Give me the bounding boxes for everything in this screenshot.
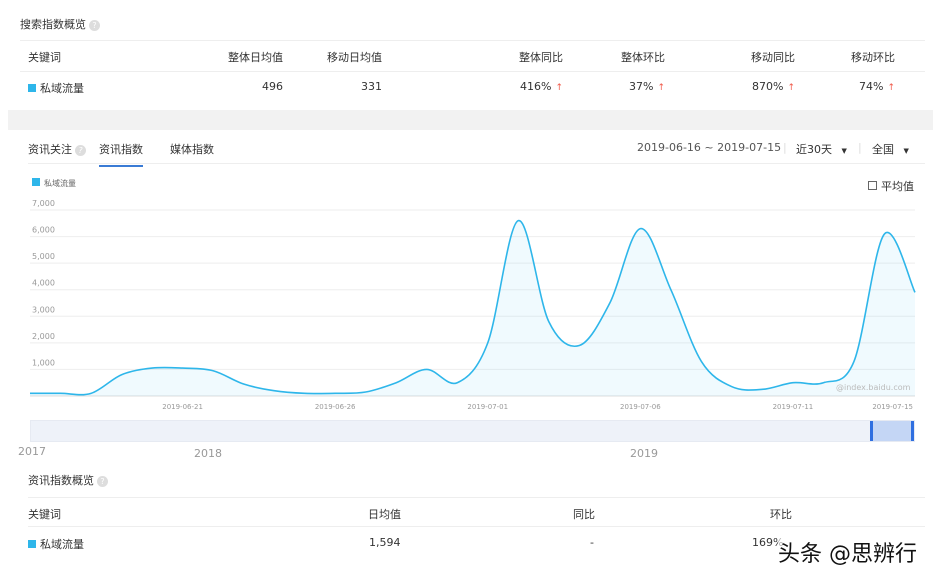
header-keyword: 关键词 <box>28 508 61 521</box>
header-overall-yoy: 整体同比 <box>519 51 563 64</box>
y-tick-label: 4,000 <box>32 279 55 288</box>
search-table-header: 关键词 整体日均值 移动日均值 整体同比 整体环比 移动同比 移动环比 <box>20 40 925 72</box>
keyword-cell: 私域流量 <box>28 536 84 552</box>
header-mobile-avg: 移动日均值 <box>327 51 382 64</box>
source-watermark: 头条 @思辨行 <box>778 536 917 568</box>
help-icon[interactable]: ? <box>89 19 100 31</box>
header-mobile-mom: 移动环比 <box>851 51 895 64</box>
arrow-up-icon: ↑ <box>887 83 895 93</box>
news-label: 资讯关注? <box>28 141 86 157</box>
header-overall-mom: 整体环比 <box>621 51 665 64</box>
y-tick-label: 5,000 <box>32 252 55 261</box>
header-avg: 日均值 <box>368 508 401 521</box>
x-tick-label: 2019-06-21 <box>162 403 203 411</box>
header-yoy: 同比 <box>573 508 595 521</box>
series-area <box>30 220 915 396</box>
overall-mom-cell: 37% ↑ <box>629 80 665 93</box>
brush-year: 2017 <box>18 445 46 458</box>
arrow-up-icon: ↑ <box>787 83 795 93</box>
brush-year: 2018 <box>194 447 222 460</box>
x-tick-label: 2019-07-06 <box>620 403 661 411</box>
mobile-yoy-cell: 870% ↑ <box>752 80 795 93</box>
x-tick-label: 2019-07-11 <box>773 403 814 411</box>
brush-year: 2019 <box>630 447 658 460</box>
yoy-cell: - <box>590 536 594 549</box>
keyword-cell: 私域流量 <box>28 80 84 96</box>
y-tick-label: 7,000 <box>32 199 55 208</box>
brush-selection[interactable] <box>870 421 914 441</box>
tab-news-index[interactable]: 资讯指数 <box>99 141 143 167</box>
arrow-up-icon: ↑ <box>555 83 563 93</box>
y-tick-label: 1,000 <box>32 358 55 367</box>
x-tick-label: 2019-06-26 <box>315 403 356 411</box>
help-icon[interactable]: ? <box>75 144 86 156</box>
region-select[interactable]: 全国 ▼ <box>872 143 909 156</box>
legend-item[interactable]: 私域流量 <box>32 178 76 189</box>
tab-media-index[interactable]: 媒体指数 <box>170 143 214 156</box>
x-tick-label: 2019-07-15 <box>872 403 913 411</box>
mobile-mom-cell: 74% ↑ <box>859 80 895 93</box>
overall-avg-cell: 496 <box>262 80 283 93</box>
y-tick-label: 6,000 <box>32 226 55 235</box>
news-overview-title: 资讯指数概览? <box>28 472 108 488</box>
period-select[interactable]: 近30天 ▼ <box>796 143 847 156</box>
overall-yoy-cell: 416% ↑ <box>520 80 563 93</box>
y-tick-label: 2,000 <box>32 332 55 341</box>
time-brush[interactable] <box>30 420 915 442</box>
caret-down-icon: ▼ <box>903 147 909 155</box>
x-tick-label: 2019-07-01 <box>467 403 508 411</box>
help-icon[interactable]: ? <box>97 475 108 487</box>
table-row: 私域流量 1,594 - 169% <box>28 528 925 558</box>
mobile-avg-cell: 331 <box>361 80 382 93</box>
search-overview-title: 搜索指数概览? <box>20 16 100 32</box>
mom-cell: 169% <box>752 536 784 549</box>
header-overall-avg: 整体日均值 <box>228 51 283 64</box>
header-keyword: 关键词 <box>28 51 61 64</box>
section-divider <box>8 110 933 130</box>
date-range[interactable]: 2019-06-16 ~ 2019-07-15 <box>637 141 782 154</box>
series-line <box>29 219 916 396</box>
watermark: @index.baidu.com <box>836 383 911 392</box>
header-mom: 环比 <box>770 508 792 521</box>
caret-down-icon: ▼ <box>841 147 847 155</box>
avg-cell: 1,594 <box>369 536 401 549</box>
average-checkbox[interactable]: 平均值 <box>868 178 914 194</box>
table-row: 私域流量 496 331 416% ↑ 37% ↑ 870% ↑ 74% ↑ <box>20 72 925 102</box>
news-table-header: 关键词 日均值 同比 环比 <box>28 497 925 527</box>
arrow-up-icon: ↑ <box>657 83 665 93</box>
news-index-chart: 1,000 2,000 3,000 4,000 5,000 6,000 7,000 2019-… <box>29 199 916 411</box>
header-mobile-yoy: 移动同比 <box>751 51 795 64</box>
y-tick-label: 3,000 <box>32 305 55 314</box>
